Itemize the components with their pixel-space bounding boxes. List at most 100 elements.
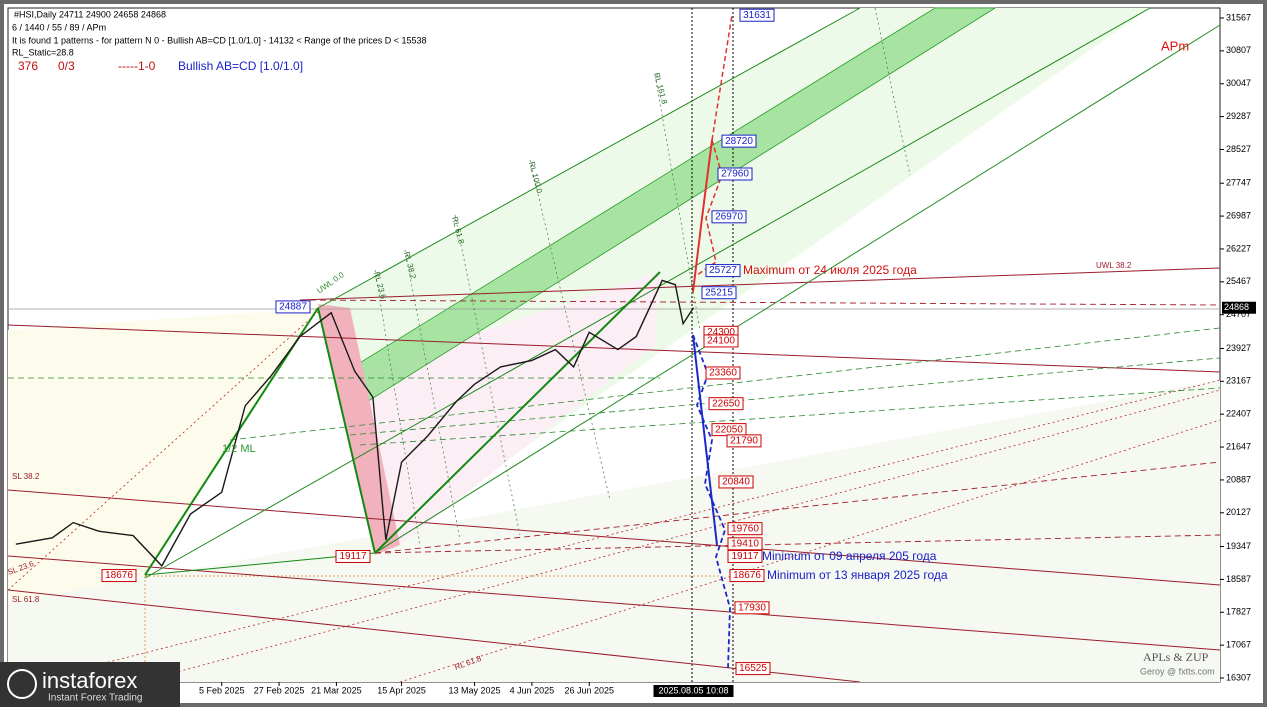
level-box: [711, 210, 747, 224]
median-lines: [7, 267, 1221, 683]
status: 0/3: [58, 59, 75, 73]
y-tick-label: 22407: [1226, 409, 1251, 419]
level-box: [739, 8, 775, 22]
level-label: 28720: [725, 136, 753, 147]
y-tick-label: 17067: [1226, 640, 1251, 650]
y-tick-label: 20887: [1226, 474, 1251, 484]
line-label: SL 38.2: [12, 472, 40, 481]
level-label: 18676: [105, 570, 133, 581]
level-label: 31631: [743, 10, 771, 21]
level-box: [726, 434, 762, 448]
level-box: [727, 549, 763, 563]
x-tick-label: 13 May 2025: [449, 685, 501, 695]
y-tick-label: 25467: [1226, 276, 1251, 286]
line-label: SL 61.8: [12, 595, 40, 604]
y-tick-label: 31567: [1226, 12, 1251, 22]
line-label: UWL 38.2: [1096, 261, 1132, 270]
level-label: 21790: [730, 436, 758, 447]
level-label: 22050: [715, 424, 743, 435]
annotation: Minimum от 09 апреля 205 года: [762, 549, 937, 563]
level-label: 26970: [715, 211, 743, 222]
x-tick-label: 27 Feb 2025: [254, 685, 305, 695]
y-tick-label: 23927: [1226, 343, 1251, 353]
y-tick-label: 30807: [1226, 45, 1251, 55]
y-tick-label: 23167: [1226, 376, 1251, 386]
y-tick-label: 24707: [1226, 309, 1251, 319]
x-tick-label: 15 Apr 2025: [377, 685, 426, 695]
level-box: [703, 334, 739, 348]
level-label: 24300: [707, 327, 735, 338]
level-label: 16525: [739, 663, 767, 674]
y-tick-label: 26227: [1226, 243, 1251, 253]
triangle-pink: [318, 304, 400, 555]
abcd-pattern: [144, 271, 661, 576]
level-label: 17930: [738, 602, 766, 613]
y-tick-label: 17827: [1226, 607, 1251, 617]
level-label: 19117: [339, 551, 367, 562]
level-box: [705, 366, 741, 380]
level-box: [727, 522, 763, 536]
y-tick-label: 29287: [1226, 111, 1251, 121]
time-label: 2025.08.05 10:08: [658, 685, 728, 695]
logo-box: [0, 662, 180, 707]
level-label: 19117: [731, 551, 759, 562]
level-box: [727, 537, 763, 551]
price-label: 24868: [1224, 302, 1249, 312]
level-label: 24100: [707, 336, 735, 347]
signature: APLs & ZUP: [1143, 650, 1209, 664]
header-line: It is found 1 patterns - for pattern N 0…: [12, 35, 427, 45]
level-box: [718, 475, 754, 489]
logo-icon: [7, 669, 37, 699]
y-tick-label: 16307: [1226, 672, 1251, 682]
level-label: 22650: [712, 398, 740, 409]
region-yellow: [8, 308, 318, 602]
y-tick-label: 27747: [1226, 178, 1251, 188]
status: Bullish AB=CD [1.0/1.0]: [178, 59, 303, 73]
level-box: [735, 662, 771, 676]
level-box: [721, 134, 757, 148]
time-box: [653, 685, 734, 697]
y-tick-label: 28527: [1226, 144, 1251, 154]
level-box: [701, 286, 737, 300]
y-tick-label: 26987: [1226, 210, 1251, 220]
level-box: [101, 569, 137, 583]
header-line: 6 / 1440 / 55 / 89 / APm: [12, 22, 106, 32]
y-tick-label: 30047: [1226, 78, 1251, 88]
price-series: [15, 279, 695, 568]
region-light: [8, 380, 1220, 682]
line-label: 1/2 ML: [222, 443, 256, 455]
y-tick-label: 19347: [1226, 541, 1251, 551]
pitchfork: [144, 7, 1221, 579]
header-line: RL_Static=28.8: [12, 47, 74, 57]
x-tick-label: 4 Jun 2025: [510, 685, 555, 695]
level-box: [717, 167, 753, 181]
level-label: 25727: [709, 265, 737, 276]
level-box: [729, 569, 765, 583]
level-label: 18676: [733, 570, 761, 581]
region-pink: [345, 272, 660, 545]
level-label: 23360: [709, 368, 737, 379]
level-box: [275, 300, 311, 314]
status: -----1-0: [118, 59, 156, 73]
status: 376: [18, 59, 38, 73]
level-label: 27960: [721, 169, 749, 180]
level-label: 20840: [722, 477, 750, 488]
annotation: Minimum от 13 января 2025 года: [767, 568, 948, 582]
x-tick-label: 5 Feb 2025: [199, 685, 245, 695]
dashed-lines: [299, 299, 1221, 554]
level-label: 24887: [279, 302, 307, 313]
projections: [692, 14, 733, 669]
y-tick-label: 20127: [1226, 507, 1251, 517]
y-tick-label: 18587: [1226, 574, 1251, 584]
annotation: Maximum от 24 июля 2025 года: [743, 263, 917, 277]
price-box: [1222, 301, 1256, 314]
level-label: 25215: [705, 287, 733, 298]
x-tick-label: 26 Jun 2025: [564, 685, 614, 695]
dotted-lines: [7, 309, 1221, 683]
corner-label: APm: [1161, 38, 1189, 53]
level-label: 19760: [731, 523, 759, 534]
x-tick-label: 21 Mar 2025: [311, 685, 362, 695]
signature: Geroy @ fxtts.com: [1140, 666, 1215, 676]
dynamic: 31567 30807 30047 29287 28527 27747 26987 26227…: [6, 8, 1256, 697]
